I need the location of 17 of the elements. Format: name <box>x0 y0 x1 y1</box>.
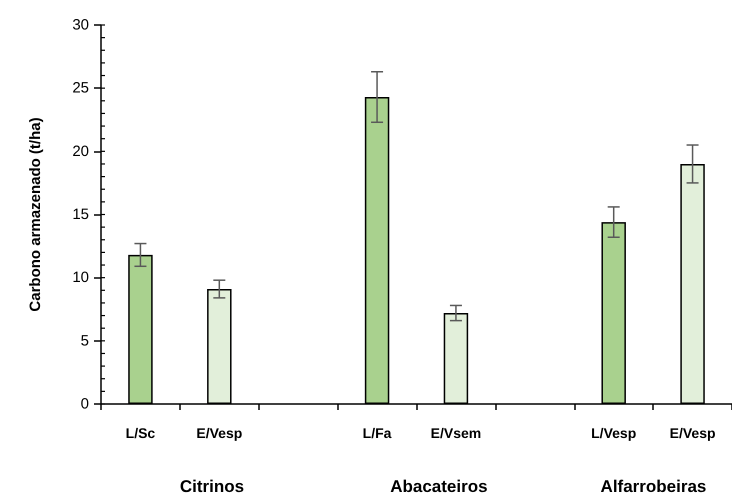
x-tick-label: E/Vesp <box>670 425 716 441</box>
x-tick-label: L/Vesp <box>591 425 636 441</box>
text: Abacateiros <box>390 477 488 496</box>
x-tick-label: E/Vesp <box>196 425 242 441</box>
y-tick-label: 20 <box>72 142 89 160</box>
x-tick-label: E/Vsem <box>430 425 482 441</box>
x-tick-label: L/Fa <box>362 425 392 441</box>
y-tick-label: 25 <box>72 80 89 97</box>
y-tick-label: 15 <box>72 206 89 223</box>
y-tick-label: 0 <box>80 396 89 412</box>
text: Citrinos <box>180 477 244 496</box>
x-tick-label: L/Sc <box>126 425 156 441</box>
text: Alfarrobeiras <box>600 477 706 496</box>
y-tick-label: 10 <box>72 269 89 286</box>
y-tick-label: 30 <box>72 16 89 34</box>
y-tick-label: 5 <box>80 332 89 350</box>
y-axis-title: Carbono armazenado (t/ha) <box>27 117 44 312</box>
